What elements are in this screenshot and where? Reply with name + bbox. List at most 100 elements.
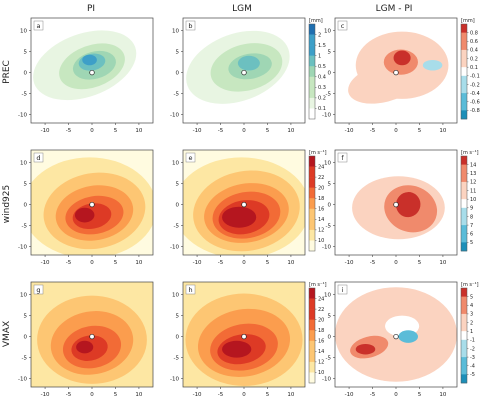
colorbar-tick-label: 2 (318, 32, 321, 38)
colorbar-segment (309, 45, 315, 56)
colorbar-unit: [m s⁻¹] (461, 150, 479, 156)
y-tick-label: -5 (326, 92, 332, 98)
colorbar-tick-label: 0.8 (470, 30, 478, 36)
x-tick-label: -10 (345, 260, 354, 266)
colorbar-segment (461, 199, 467, 209)
panel-i: -10 -5 0 5 10 -10 -5 0 5 10 i [m s⁻¹] 5 4 3 2 1 -1 -2 -3 -4 -… (322, 281, 479, 398)
colorbar-segment (461, 288, 467, 297)
panel-letter: h (188, 286, 192, 294)
colorbar-segment (309, 166, 315, 178)
panel-letter-box (33, 20, 44, 31)
x-tick-label: 10 (439, 128, 446, 134)
colorbar-segment (309, 319, 315, 331)
colorbar-tick-label: 0.6 (470, 39, 478, 45)
contour-fill (422, 60, 443, 71)
x-tick-label: 10 (135, 128, 142, 134)
colorbar-tick-label: 1 (470, 329, 473, 335)
colorbar-tick-label: 9 (470, 206, 473, 212)
x-tick-label: -5 (66, 128, 72, 134)
panel-g: -10 -5 0 5 10 -10 -5 0 5 10 g (18, 281, 154, 398)
panel-letter-box (185, 284, 196, 295)
colorbar-tick-label: -1 (470, 338, 475, 344)
colorbar-unit: [m s⁻¹] (309, 150, 327, 156)
x-tick-label: -10 (41, 128, 50, 134)
x-tick-label: 10 (287, 260, 294, 266)
colorbar-tick-label: 1 (318, 53, 321, 59)
colorbar-segment (461, 296, 467, 306)
y-tick-label: -5 (326, 356, 332, 362)
colorbar-tick-label: 0.1 (318, 106, 326, 112)
colorbar-tick-label: 5 (470, 240, 473, 246)
colorbar-segment (309, 108, 315, 120)
panel-letter: d (36, 154, 40, 162)
colorbar-frame (460, 23, 468, 120)
colorbar-segment (461, 305, 467, 315)
y-tick-label: 10 (324, 161, 331, 167)
x-tick-label: 10 (439, 392, 446, 398)
contour-fill (222, 206, 257, 228)
storm-center-marker (393, 201, 399, 208)
colorbar: [m s⁻¹] 24 22 20 18 16 14 12 10 (308, 282, 327, 384)
colorbar-tick-label: 16 (318, 339, 324, 345)
colorbar-segment (461, 242, 467, 252)
y-tick-label: -10 (170, 245, 179, 251)
colorbar-segment (309, 219, 315, 231)
colorbar-segment (461, 173, 467, 183)
colorbar-segment (461, 190, 467, 200)
x-tick-label: 10 (135, 392, 142, 398)
y-tick-label: 5 (328, 314, 332, 320)
y-tick-label: 5 (176, 50, 180, 56)
colorbar-segment (309, 34, 315, 46)
x-tick-label: 0 (394, 260, 398, 266)
colorbar-segment (461, 58, 467, 68)
colorbar-tick-label: -2 (470, 346, 475, 352)
colorbar-segment (309, 372, 315, 384)
colorbar-segment (309, 66, 315, 78)
colorbar-segment (461, 331, 467, 341)
colorbar-tick-label: -5 (470, 372, 475, 378)
colorbar-tick-label: 10 (318, 370, 324, 376)
contour-fill (76, 340, 94, 354)
y-tick-label: 0 (328, 203, 332, 209)
colorbar-frame (460, 287, 468, 384)
x-tick-label: 0 (242, 260, 246, 266)
colorbar-segment (461, 24, 467, 33)
colorbar-segment (309, 198, 315, 210)
panel-b: -10 -5 0 5 10 -10 -5 0 5 10 b [mm] 2 1.5 1 0.5 0.4 0.3 0.2… (170, 17, 326, 134)
x-tick-label: 5 (418, 392, 422, 398)
y-tick-label: 10 (20, 293, 27, 299)
x-tick-label: 10 (287, 128, 294, 134)
colorbar-tick-label: 18 (318, 328, 324, 334)
panel-d: -10 -5 0 5 10 -10 -5 0 5 10 d (18, 149, 154, 266)
y-tick-label: -5 (174, 92, 180, 98)
colorbar: [m s⁻¹] 14 13 12 11 10 9 8 7 6 5 (460, 150, 479, 252)
row-label-prec: PREC (2, 60, 12, 84)
colorbar-segment (461, 207, 467, 217)
panel-f: -10 -5 0 5 10 -10 -5 0 5 10 f [m s⁻¹] 14 13 12 11 10 9 8 7 6… (322, 149, 479, 266)
colorbar-frame (308, 155, 316, 252)
colorbar-tick-label: 13 (470, 171, 476, 177)
colorbar-segment (309, 24, 315, 35)
colorbar-tick-label: 22 (318, 307, 324, 313)
y-tick-label: 10 (172, 29, 179, 35)
x-tick-label: 5 (418, 260, 422, 266)
y-tick-label: 5 (328, 182, 332, 188)
panel-field (183, 282, 305, 387)
colorbar-segment (461, 365, 467, 375)
colorbar-unit: [mm] (461, 18, 475, 24)
colorbar-segment (461, 225, 467, 235)
contour-fill (74, 207, 95, 223)
storm-center-marker (241, 333, 247, 340)
x-tick-label: -10 (193, 128, 202, 134)
colorbar-segment (309, 288, 315, 299)
contour-fill (395, 192, 421, 218)
y-tick-label: 10 (20, 161, 27, 167)
panel-letter-box (33, 284, 44, 295)
colorbar-tick-label: 4 (470, 303, 473, 309)
y-tick-label: 10 (20, 29, 27, 35)
colorbar-tick-label: 14 (318, 217, 324, 223)
contour-fill (222, 340, 252, 358)
x-tick-label: -5 (218, 392, 224, 398)
y-tick-label: 0 (176, 71, 180, 77)
x-tick-label: 5 (114, 260, 118, 266)
